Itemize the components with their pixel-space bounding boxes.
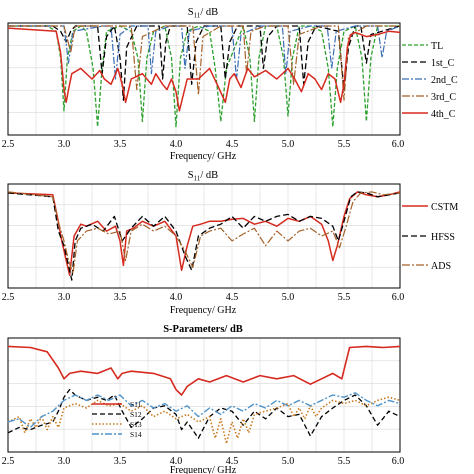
panel-1-x-axis-label: Frequency/ GHz [170,151,237,162]
p3-tick-5.5: 5.5 [338,456,351,467]
panel-2-series [7,191,401,281]
p2-tick-4.5: 4.5 [226,292,239,303]
panel-2-grid [8,184,400,288]
panel-2-legend: CSTM HFSS ADS [402,202,458,272]
panel-2-title-main: S [188,170,194,181]
series-line-s14 [7,392,401,429]
p1-tick-4.0: 4.0 [170,139,183,150]
legend-label-s14: S14 [130,430,142,439]
p2-tick-5.0: 5.0 [282,292,295,303]
panel-3-legend: S11 S12 S13 S14 [92,400,142,439]
panel-1-plot-frame [7,22,401,136]
p1-tick-4.5: 4.5 [226,139,239,150]
panel-1-x-ticks: 2.5 3.0 3.5 4.0 4.5 5.0 5.5 6.0 [2,139,405,150]
legend-label-s11: S11 [130,400,142,409]
series-line-cstm [7,191,401,276]
series-line-tl [8,25,400,128]
panel-1: S11/ dB 2.5 3.0 3.5 4.0 4.5 5.0 5.5 6.0 … [2,7,458,162]
p1-tick-3.5: 3.5 [114,139,127,150]
legend-label-4th: 4th_C [431,109,456,120]
p3-tick-3.5: 3.5 [114,456,127,467]
p2-tick-2.5: 2.5 [2,292,15,303]
p2-tick-4.0: 4.0 [170,292,183,303]
legend-label-cstm: CSTM [431,202,458,213]
p2-tick-3.0: 3.0 [58,292,71,303]
series-line-hfss [7,191,401,281]
panel-3-x-ticks: 2.5 3.0 3.5 4.0 4.5 5.0 5.5 6.0 [2,456,405,467]
panel-3-title: S-Parameters/ dB [163,324,243,335]
series-line-3rd-c [8,25,400,101]
legend-label-s12: S12 [130,410,142,419]
panel-2-title: S11/ dB [188,170,218,183]
series-line-s11 [7,345,401,396]
panel-2-x-ticks: 2.5 3.0 3.5 4.0 4.5 5.0 5.5 6.0 [2,292,405,303]
p1-tick-5.5: 5.5 [338,139,351,150]
panel-1-grid [8,23,400,135]
p3-tick-4.5: 4.5 [226,456,239,467]
p2-tick-3.5: 3.5 [114,292,127,303]
p3-tick-4.0: 4.0 [170,456,183,467]
p3-tick-3.0: 3.0 [58,456,71,467]
panel-3-series [7,345,401,445]
legend-label-2nd: 2nd_C [431,75,458,86]
panel-2-plot-frame [7,183,401,289]
p3-tick-6.0: 6.0 [392,456,405,467]
p3-tick-2.5: 2.5 [2,456,15,467]
panel-3-x-axis-label: Frequency/ GHz [170,465,237,474]
panel-1-title: S11/ dB [188,7,218,20]
p2-tick-5.5: 5.5 [338,292,351,303]
panel-2: S11/ dB 2.5 3.0 3.5 4.0 4.5 5.0 5.5 6.0 … [2,170,459,316]
p2-tick-6.0: 6.0 [392,292,405,303]
p1-tick-6.0: 6.0 [392,139,405,150]
series-line-s12 [7,388,401,439]
legend-label-1st: 1st_C [431,58,455,69]
legend-label-tl: TL [431,41,443,52]
panel-3-plot-frame [7,337,401,453]
p1-tick-5.0: 5.0 [282,139,295,150]
legend-label-s13: S13 [130,420,142,429]
panel-2-title-sub: 11 [194,175,201,183]
series-line-4th-c [7,27,401,112]
panel-2-x-axis-label: Frequency/ GHz [170,305,237,316]
p1-tick-3.0: 3.0 [58,139,71,150]
legend-label-3rd: 3rd_C [431,92,456,103]
panel-3: S-Parameters/ dB S11 S12 S13 S14 2.5 3.0… [2,324,405,474]
panel-1-title-sub: 11 [194,12,201,20]
series-line-ads [7,191,401,274]
series-line-2nd-c [8,25,401,80]
p3-tick-5.0: 5.0 [282,456,295,467]
legend-label-hfss: HFSS [431,232,455,243]
panel-1-title-rest: / dB [200,7,218,18]
panel-1-legend: TL 1st_C 2nd_C 3rd_C 4th_C [402,41,458,120]
panel-1-title-main: S [188,7,194,18]
p1-tick-2.5: 2.5 [2,139,15,150]
panel-1-series [7,25,401,128]
panel-2-title-rest: / dB [200,170,218,181]
panel-3-grid [8,338,400,452]
legend-label-ads: ADS [431,261,451,272]
